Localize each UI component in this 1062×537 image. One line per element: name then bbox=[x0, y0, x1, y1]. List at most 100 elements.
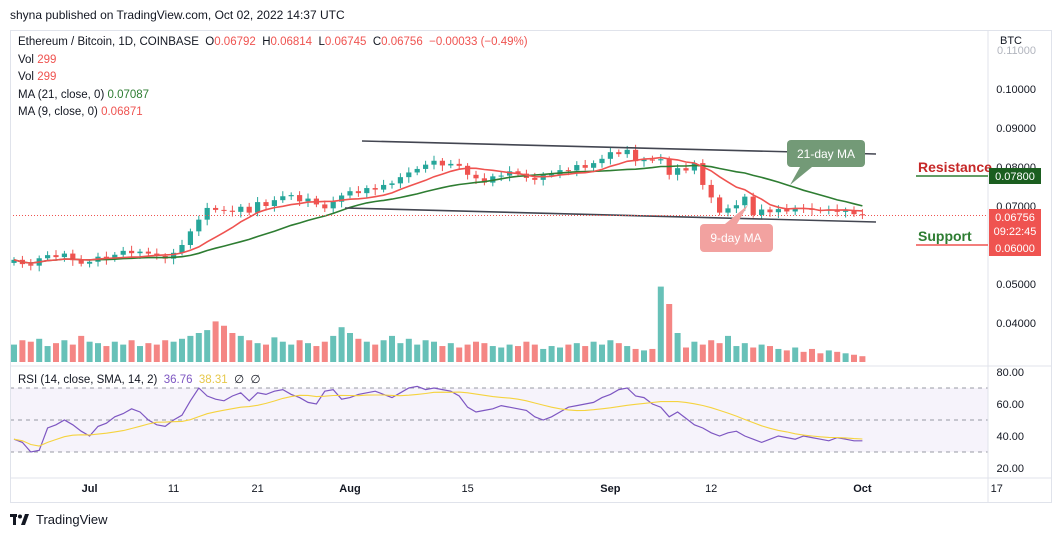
volume-bar bbox=[641, 350, 647, 362]
time-tick-label: 11 bbox=[168, 483, 179, 495]
volume-bar bbox=[649, 348, 656, 362]
volume-bar bbox=[179, 338, 185, 362]
volume-bar bbox=[330, 335, 337, 362]
volume-bar bbox=[632, 348, 639, 362]
candle-body bbox=[280, 196, 286, 201]
candle-body bbox=[288, 195, 294, 197]
candle-body bbox=[733, 205, 739, 209]
volume-bar bbox=[338, 327, 345, 362]
time-tick-label: 21 bbox=[251, 483, 263, 495]
volume-bar bbox=[834, 351, 841, 362]
volume-bar bbox=[61, 340, 68, 362]
candle-body bbox=[271, 200, 277, 206]
volume-bar bbox=[464, 344, 471, 362]
volume-bar bbox=[615, 343, 622, 362]
price-tick-label: 0.09000 bbox=[996, 123, 1036, 135]
volume-bar bbox=[557, 347, 563, 362]
tradingview-brand[interactable]: TradingView bbox=[36, 512, 108, 527]
candle-body bbox=[742, 196, 748, 206]
symbol-label[interactable]: Ethereum / Bitcoin, 1D, COINBASE bbox=[18, 36, 199, 48]
ma9-row[interactable]: MA (9, close, 0) 0.06871 bbox=[18, 104, 528, 122]
ma9-line bbox=[13, 156, 863, 265]
ma9-label: MA (9, close, 0) bbox=[18, 106, 98, 118]
volume-bar bbox=[691, 341, 698, 362]
volume-bar bbox=[414, 344, 421, 362]
candle-body bbox=[28, 264, 34, 266]
candle-body bbox=[473, 174, 479, 179]
vol-label: Vol bbox=[18, 71, 34, 83]
candle-body bbox=[87, 261, 93, 264]
resistance-price-tag bbox=[989, 168, 1041, 184]
price-tick-label: 0.05000 bbox=[996, 279, 1036, 291]
volume-bar bbox=[800, 351, 807, 362]
candle-body bbox=[112, 254, 118, 260]
volume-bar bbox=[380, 340, 387, 362]
high-value: 0.06814 bbox=[270, 36, 313, 48]
volume-bar bbox=[573, 343, 580, 362]
candle-body bbox=[187, 231, 193, 245]
candle-body bbox=[372, 188, 378, 190]
candle-body bbox=[145, 251, 151, 254]
volume-bar bbox=[95, 343, 101, 362]
volume-bar bbox=[11, 344, 17, 362]
volume-bar bbox=[447, 343, 454, 362]
candle-body bbox=[397, 177, 403, 184]
volume-bar bbox=[683, 347, 689, 362]
candle-body bbox=[641, 159, 647, 162]
candle-body bbox=[767, 209, 773, 213]
volume-bar bbox=[78, 335, 85, 362]
lower-trendline[interactable] bbox=[344, 207, 877, 223]
volume-bar bbox=[750, 347, 757, 362]
volume-bar bbox=[674, 333, 681, 362]
volume-bar bbox=[69, 344, 76, 362]
volume-bar bbox=[456, 347, 463, 362]
volume-bar bbox=[271, 337, 278, 362]
candle-body bbox=[490, 176, 496, 183]
candle-body bbox=[229, 210, 235, 212]
rsi-empty-2: ∅ bbox=[250, 374, 261, 386]
time-tick-label: 17 bbox=[991, 483, 1003, 495]
volume-bar bbox=[254, 343, 261, 362]
candle-body bbox=[297, 195, 303, 202]
candle-body bbox=[683, 168, 689, 171]
candle-body bbox=[238, 206, 244, 212]
volume-bar bbox=[237, 335, 244, 362]
volume-bar bbox=[498, 347, 505, 362]
volume-bar bbox=[221, 325, 227, 362]
candle-body bbox=[843, 210, 849, 212]
candle-body bbox=[759, 209, 765, 215]
volume-bar bbox=[246, 340, 253, 362]
tradingview-logo-icon[interactable] bbox=[10, 513, 30, 526]
volume-bar bbox=[321, 341, 328, 362]
volume-bar bbox=[515, 346, 521, 362]
ma9-value: 0.06871 bbox=[101, 106, 143, 118]
vol-row-1[interactable]: Vol 299 bbox=[18, 52, 528, 70]
resistance-label: Resistance bbox=[918, 159, 992, 175]
ma21-row[interactable]: MA (21, close, 0) 0.07087 bbox=[18, 87, 528, 105]
volume-bar bbox=[851, 354, 857, 362]
rsi-legend[interactable]: RSI (14, close, SMA, 14, 2) 36.76 38.31 … bbox=[18, 372, 261, 386]
volume-bar bbox=[347, 333, 353, 362]
volume-bar bbox=[716, 343, 723, 362]
volume-bar bbox=[313, 346, 320, 362]
volume-bar bbox=[145, 343, 152, 362]
candle-body bbox=[658, 159, 664, 161]
volume-bar bbox=[708, 340, 715, 362]
candle-body bbox=[532, 177, 538, 180]
volume-bar bbox=[506, 344, 513, 362]
volume-bar bbox=[389, 335, 395, 362]
candle-body bbox=[381, 184, 387, 190]
candle-body bbox=[406, 172, 412, 178]
volume-bar bbox=[86, 341, 93, 362]
candle-body bbox=[591, 163, 597, 168]
vol-row-2[interactable]: Vol 299 bbox=[18, 69, 528, 87]
last-price-tag bbox=[989, 209, 1041, 240]
volume-bar bbox=[783, 350, 790, 362]
candle-body bbox=[120, 250, 126, 255]
volume-bar bbox=[19, 340, 26, 362]
candle-body bbox=[221, 209, 227, 211]
support-price-tag bbox=[989, 240, 1041, 256]
candle-body bbox=[515, 171, 521, 174]
price-tick-label: 0.11000 bbox=[997, 45, 1036, 57]
